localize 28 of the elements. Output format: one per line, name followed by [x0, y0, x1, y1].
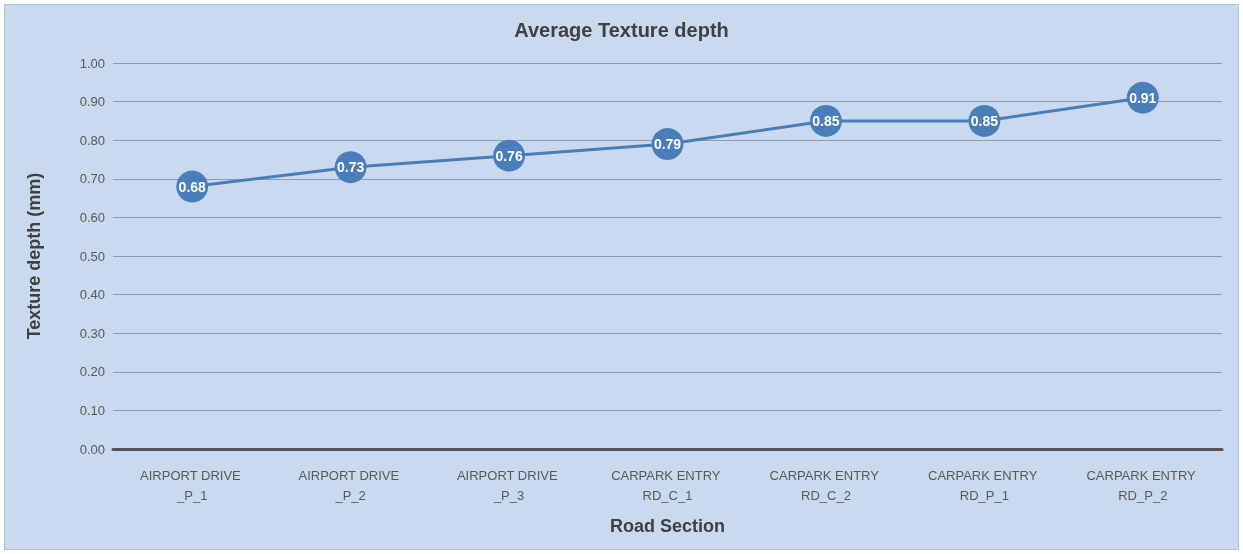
y-tick-label: 0.60	[79, 209, 105, 225]
y-tick-label: 0.50	[79, 248, 105, 264]
x-axis-title: Road Section	[609, 516, 726, 536]
x-tick-label: CARPARK ENTRY RD_C_1	[611, 467, 724, 503]
y-tick-label: 1.00	[79, 55, 105, 71]
data-label: 0.85	[970, 112, 999, 129]
data-label: 0.76	[495, 147, 523, 164]
x-tick-label: AIRPORT DRIVE _P_3	[456, 467, 562, 503]
data-label: 0.73	[337, 159, 365, 176]
y-tick-label: 0.70	[79, 171, 105, 187]
data-label: 0.79	[653, 136, 682, 153]
y-tick-label: 0.80	[79, 132, 105, 148]
x-tick-label: AIRPORT DRIVE _P_1	[140, 467, 245, 503]
data-label: 0.85	[812, 112, 840, 129]
data-label: 0.68	[178, 178, 207, 195]
y-tick-label: 0.20	[79, 364, 105, 380]
data-label: 0.91	[1129, 89, 1157, 106]
chart-title: Average Texture depth	[514, 19, 729, 41]
x-tick-label: CARPARK ENTRY RD_C_2	[769, 467, 883, 503]
x-tick-label: AIRPORT DRIVE _P_2	[298, 467, 403, 503]
x-tick-label: CARPARK ENTRY RD_P_1	[928, 467, 1041, 503]
y-tick-label: 0.40	[79, 287, 105, 303]
y-tick-label: 0.10	[79, 402, 105, 418]
y-tick-label: 0.90	[79, 94, 105, 110]
y-axis-title: Texture depth (mm)	[24, 172, 44, 340]
x-tick-label: CARPARK ENTRY RD_P_2	[1086, 467, 1200, 503]
y-tick-label: 0.00	[79, 441, 105, 457]
y-tick-label: 0.30	[79, 325, 105, 341]
